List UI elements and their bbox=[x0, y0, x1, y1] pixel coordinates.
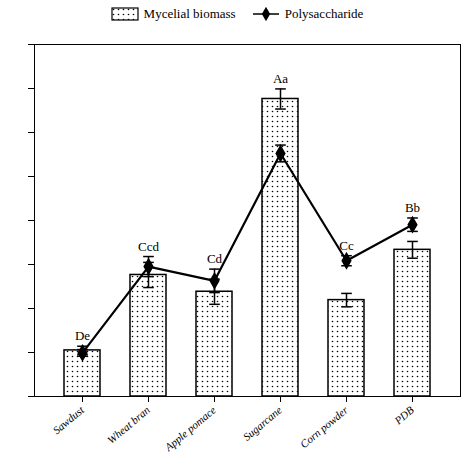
svg-text:Sugarcane: Sugarcane bbox=[241, 404, 285, 443]
svg-text:Corn powder: Corn powder bbox=[298, 403, 351, 450]
svg-text:De: De bbox=[75, 328, 90, 343]
svg-text:Sawdust: Sawdust bbox=[50, 403, 87, 436]
svg-text:Wheat bran: Wheat bran bbox=[105, 403, 153, 446]
svg-text:Cc: Cc bbox=[339, 238, 354, 253]
svg-text:Bb: Bb bbox=[405, 200, 420, 215]
svg-text:Aa: Aa bbox=[273, 71, 288, 86]
html-text:Polysaccharide: Polysaccharide bbox=[284, 6, 364, 21]
html-text:Mycelial biomass: Mycelial biomass bbox=[143, 6, 236, 21]
svg-text:Apple pomace: Apple pomace bbox=[162, 404, 219, 454]
svg-text:Cd: Cd bbox=[207, 251, 223, 266]
svg-text:PDB: PDB bbox=[391, 403, 416, 427]
svg-text:Ccd: Ccd bbox=[138, 239, 159, 254]
